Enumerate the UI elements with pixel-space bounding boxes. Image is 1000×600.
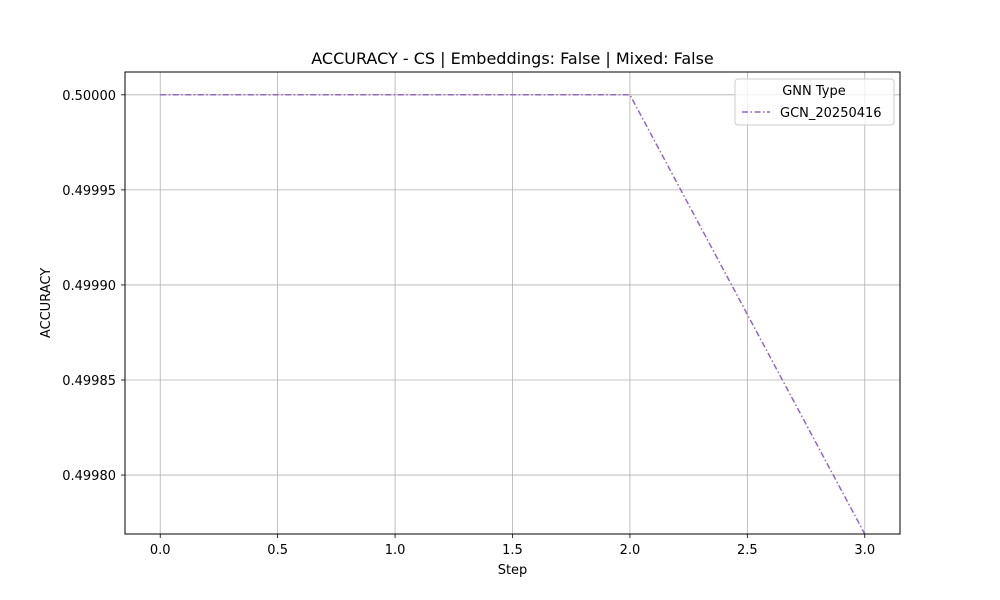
y-tick-label: 0.50000 xyxy=(62,89,116,104)
x-tick-label: 0.5 xyxy=(267,543,288,558)
y-axis-ticks: 0.50000 0.49995 0.49990 0.49985 0.49980 xyxy=(62,89,125,484)
x-tick-label: 0.0 xyxy=(150,543,171,558)
y-axis-label: ACCURACY xyxy=(39,268,54,338)
series-lines xyxy=(160,94,866,535)
y-tick-label: 0.49980 xyxy=(62,469,116,484)
y-tick-label: 0.49985 xyxy=(62,374,116,389)
x-axis-label: Step xyxy=(498,563,528,578)
x-tick-label: 3.0 xyxy=(854,543,875,558)
legend-title: GNN Type xyxy=(782,84,846,99)
series-line-0 xyxy=(160,94,866,535)
x-tick-label: 1.0 xyxy=(385,543,406,558)
chart-title: ACCURACY - CS | Embeddings: False | Mixe… xyxy=(311,49,714,68)
x-tick-label: 2.5 xyxy=(737,543,758,558)
grid-lines xyxy=(125,72,900,534)
y-tick-label: 0.49990 xyxy=(62,279,116,294)
x-axis-ticks: 0.0 0.5 1.0 1.5 2.0 2.5 3.0 xyxy=(150,534,875,558)
legend-entry-label: GCN_20250416 xyxy=(780,106,882,121)
x-tick-label: 2.0 xyxy=(620,543,641,558)
legend-box xyxy=(734,78,895,126)
x-tick-label: 1.5 xyxy=(502,543,523,558)
y-tick-label: 0.49995 xyxy=(62,184,116,199)
legend: GNN Type GCN_20250416 xyxy=(734,78,895,126)
